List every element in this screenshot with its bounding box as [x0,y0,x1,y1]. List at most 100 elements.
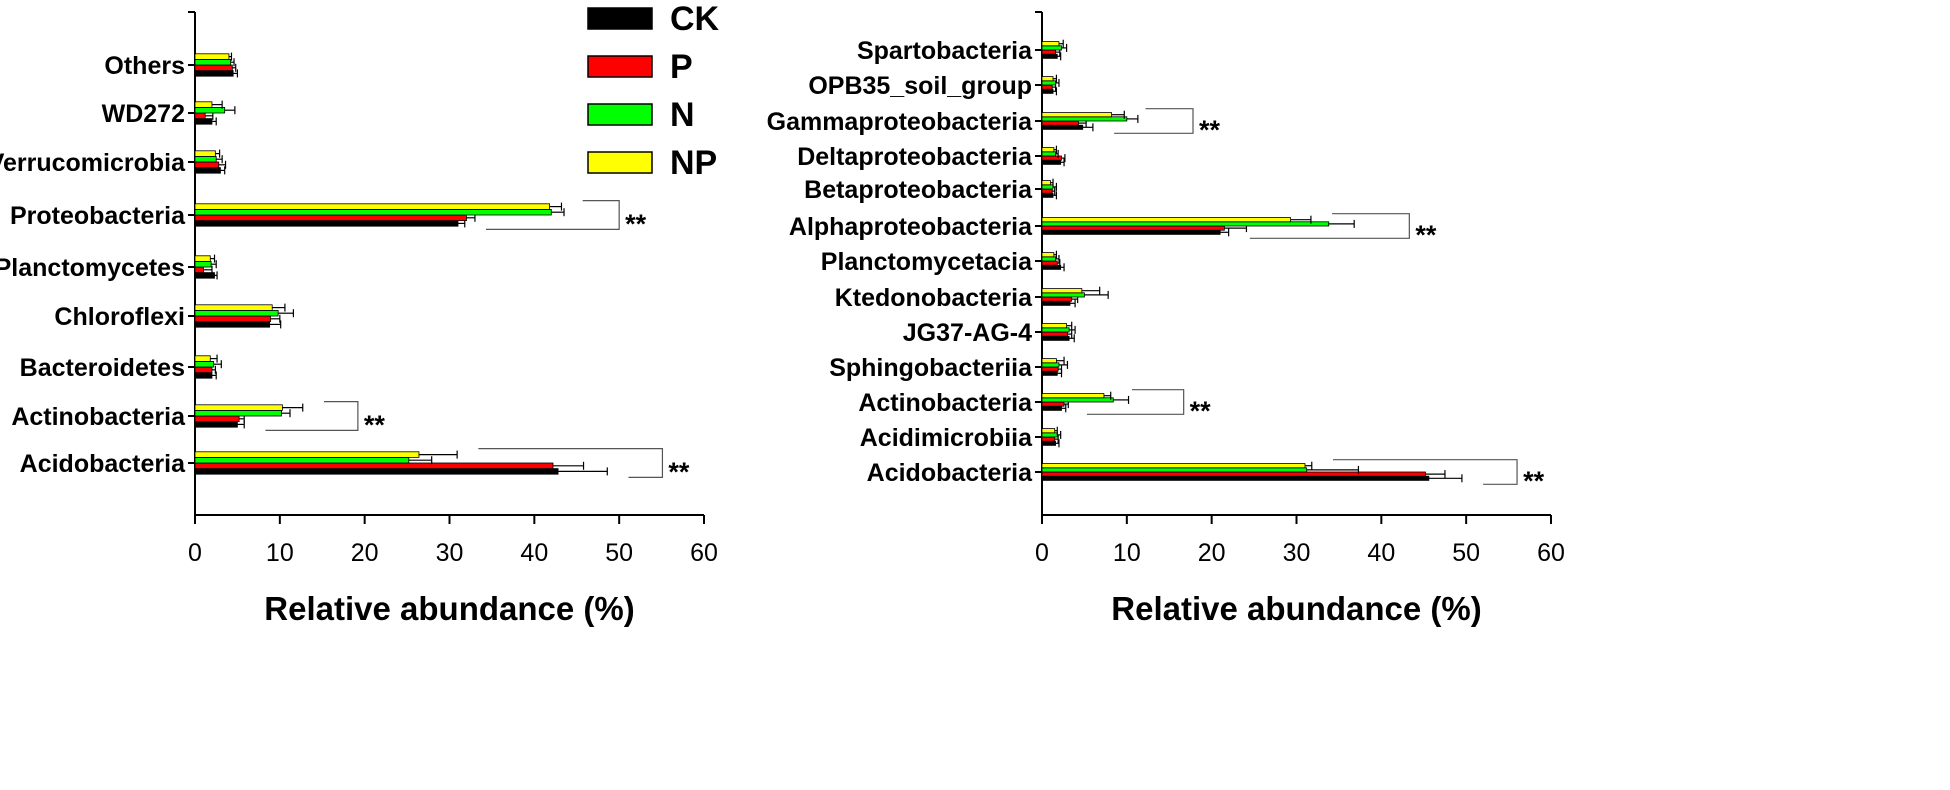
significance-bracket-actinobacteria [265,401,359,431]
x-tick-label: 30 [1283,539,1311,567]
category-label-chloroflexi: Chloroflexi [54,303,185,331]
bar-n-actinobacteria [1041,397,1114,403]
bar-n-verrucomicrobia [194,155,217,163]
bar-np-spartobacteria [1041,41,1060,47]
category-label-gammaproteobacteria: Gammaproteobacteria [767,108,1033,136]
bar-ck-verrucomicrobia [194,167,221,174]
bar-p-betaproteobacteria [1041,188,1053,194]
bar-p-acidimicrobiia [1041,436,1056,442]
significance-label-alphaproteobacteria: ** [1415,220,1437,250]
x-tick-label: 10 [266,539,294,567]
bar-ck-planctomycetacia [1041,264,1062,270]
category-label-ktedonobacteria: Ktedonobacteria [835,284,1033,312]
category-label-actinobacteria: Actinobacteria [858,389,1033,417]
bar-ck-actinobacteria [194,421,238,428]
x-tick-label: 10 [1113,539,1141,567]
x-tick-label: 50 [605,539,633,567]
bar-ck-others [194,70,234,77]
x-tick-label: 20 [1198,539,1226,567]
bar-ck-spartobacteria [1041,53,1058,59]
legend-swatch-ck [587,7,653,30]
category-label-others: Others [104,52,185,80]
right-chart-panel: 0 10 20 30 40 50 60 Relative abundance (%) Spart… [767,11,1565,627]
bar-p-bacteroidetes [194,366,213,373]
legend-swatch-n [587,103,653,126]
bar-p-acidobacteria [194,462,554,469]
bar-n-gammaproteobacteria [1041,116,1128,122]
bar-p-actinobacteria [1041,401,1065,407]
bar-n-sphingobacteriia [1041,362,1060,368]
bar-ck-ktedonobacteria [1041,300,1071,306]
x-tick-label: 50 [1452,539,1480,567]
legend-swatch-np [587,151,653,174]
bar-ck-jg37-ag-4 [1041,335,1070,341]
bar-p-jg37-ag-4 [1041,331,1068,337]
bar-np-others [194,53,230,60]
bar-ck-actinobacteria [1041,405,1062,411]
bar-p-actinobacteria [194,415,240,422]
bar-ck-bacteroidetes [194,372,213,379]
bar-n-planctomycetacia [1041,256,1056,262]
bar-p-acidobacteria [1041,471,1426,477]
category-label-acidobacteria: Acidobacteria [20,450,186,478]
bar-n-deltaproteobacteria [1041,151,1056,157]
bar-p-wd272 [194,112,206,119]
bar-np-acidobacteria [194,451,420,458]
bar-n-actinobacteria [194,409,282,417]
bar-np-alphaproteobacteria [1041,217,1291,223]
legend-label-np: NP [670,144,717,182]
category-label-jg37-ag-4: JG37-AG-4 [903,319,1032,347]
bar-np-jg37-ag-4 [1041,323,1068,329]
bar-np-opb35-soil-group [1041,76,1054,82]
bar-n-alphaproteobacteria [1041,221,1330,227]
bar-n-opb35-soil-group [1041,80,1056,86]
bar-p-opb35-soil-group [1041,84,1053,90]
bar-p-planctomycetes [194,266,204,273]
bar-p-sphingobacteriia [1041,366,1059,372]
category-label-sphingobacteriia: Sphingobacteriia [829,354,1033,382]
bar-p-planctomycetacia [1041,260,1058,266]
bar-np-acidobacteria [1041,463,1306,469]
legend-label-n: N [670,96,695,134]
significance-label-actinobacteria: ** [364,410,386,440]
category-label-bacteroidetes: Bacteroidetes [20,354,185,382]
bar-p-others [194,64,233,71]
bar-np-ktedonobacteria [1041,288,1083,294]
bar-ck-wd272 [194,118,213,125]
legend-swatch-p [587,55,653,78]
x-tick-label: 60 [1537,539,1565,567]
x-tick-label: 30 [436,539,464,567]
x-tick-label: 0 [1035,539,1049,567]
bar-np-actinobacteria [1041,393,1105,399]
bar-np-gammaproteobacteria [1041,112,1112,118]
category-label-verrucomicrobia: Verrucomicrobia [0,149,186,177]
bar-p-chloroflexi [194,315,271,322]
category-label-wd272: WD272 [102,100,185,128]
significance-label-gammaproteobacteria: ** [1199,115,1221,145]
significance-label-acidobacteria: ** [668,457,690,487]
bar-ck-gammaproteobacteria [1041,124,1084,130]
bar-np-acidimicrobiia [1041,428,1056,434]
bar-np-planctomycetacia [1041,252,1055,258]
significance-label-acidobacteria: ** [1523,466,1545,496]
bar-p-gammaproteobacteria [1041,120,1079,126]
bar-ck-sphingobacteriia [1041,370,1058,376]
bar-np-proteobacteria [194,203,551,210]
bar-np-sphingobacteriia [1041,358,1057,364]
legend-label-ck: CK [670,0,720,38]
bar-p-spartobacteria [1041,49,1056,55]
bar-n-ktedonobacteria [1041,292,1085,298]
x-axis-title: Relative abundance (%) [264,590,634,627]
category-label-opb35-soil-group: OPB35_soil_group [808,72,1032,100]
bar-n-chloroflexi [194,309,279,317]
bar-np-planctomycetes [194,255,211,262]
significance-bracket-gammaproteobacteria [1114,108,1194,134]
bar-ck-acidimicrobiia [1041,440,1056,446]
bar-p-proteobacteria [194,214,467,221]
bar-np-betaproteobacteria [1041,180,1051,186]
category-label-acidimicrobiia: Acidimicrobiia [860,424,1033,452]
bar-ck-proteobacteria [194,220,459,227]
bar-np-verrucomicrobia [194,150,216,157]
x-tick-label: 0 [188,539,202,567]
